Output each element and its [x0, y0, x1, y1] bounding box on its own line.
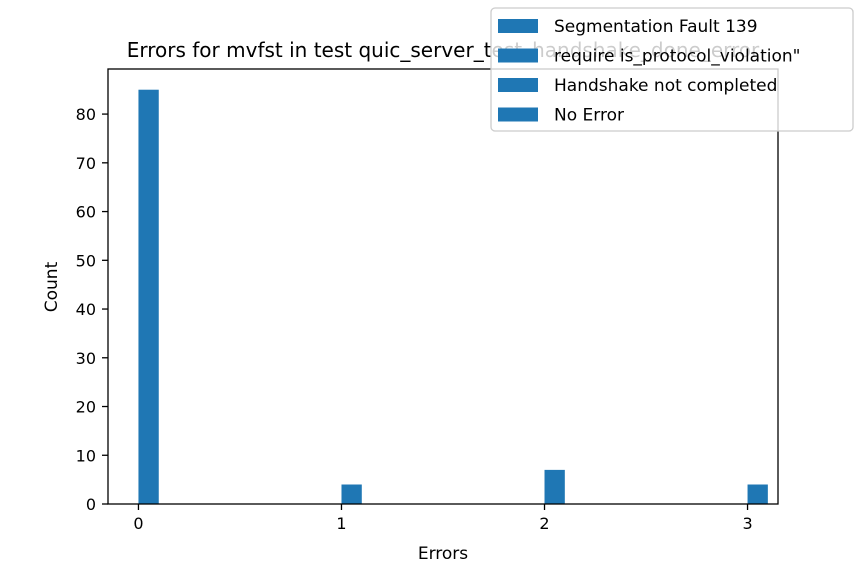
y-tick-label-30: 30 [76, 349, 96, 368]
legend-items: Segmentation Fault 139 require is_protoco… [498, 17, 800, 126]
y-tick-label-70: 70 [76, 154, 96, 173]
y-tick-label-0: 0 [86, 495, 96, 514]
legend-label-1: require is_protocol_violation" [554, 47, 800, 67]
bar-1 [341, 484, 362, 504]
x-tick-label-2: 2 [539, 514, 549, 533]
x-axis-label: Errors [418, 544, 468, 564]
bar-2 [544, 469, 565, 504]
x-ticks: 0 1 2 3 [133, 504, 753, 533]
legend-swatch-0 [498, 19, 538, 33]
legend-swatch-3 [498, 107, 538, 122]
y-tick-label-60: 60 [76, 203, 96, 222]
axes-frame [107, 68, 779, 505]
y-tick-label-80: 80 [76, 105, 96, 124]
bar-3 [747, 484, 768, 504]
legend-swatch-2 [498, 78, 538, 92]
x-tick-label-1: 1 [336, 514, 346, 533]
y-tick-label-40: 40 [76, 300, 96, 319]
y-tick-label-50: 50 [76, 251, 96, 270]
x-tick-label-0: 0 [133, 514, 143, 533]
legend-label-0: Segmentation Fault 139 [554, 17, 758, 37]
legend: Segmentation Fault 139 require is_protoco… [490, 7, 854, 132]
y-tick-label-20: 20 [76, 398, 96, 417]
y-ticks: 0 10 20 30 40 50 60 70 80 [76, 105, 108, 514]
legend-label-2: Handshake not completed [554, 76, 777, 96]
legend-label-3: No Error [554, 106, 624, 126]
legend-box [490, 7, 854, 132]
y-tick-label-10: 10 [76, 446, 96, 465]
x-tick-label-3: 3 [742, 514, 752, 533]
legend-swatch-1 [498, 48, 538, 63]
bars-layer [138, 89, 768, 504]
bar-0 [138, 89, 159, 504]
y-axis-label: Count [42, 261, 62, 312]
